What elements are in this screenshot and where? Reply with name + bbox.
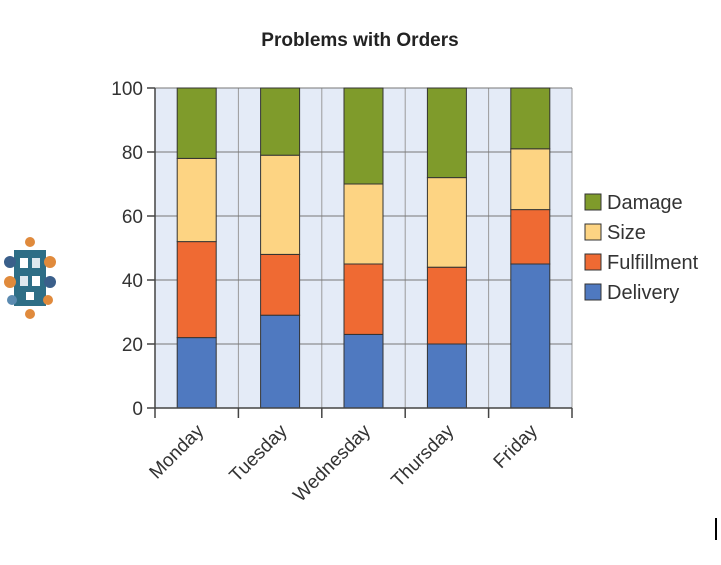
bar-segment-fulfillment-wednesday (343, 263, 384, 335)
y-tick-label: 0 (132, 399, 143, 420)
bar-segment-delivery-wednesday (343, 333, 384, 409)
x-tick-label-friday: Friday (490, 420, 543, 473)
bar-segment-delivery-monday (176, 337, 217, 409)
y-tick-label: 80 (122, 143, 143, 164)
y-tick-label: 100 (111, 79, 143, 100)
bar-segment-delivery-tuesday (260, 314, 301, 409)
bar-segment-fulfillment-monday (176, 241, 217, 339)
x-tick-label-wednesday: Wednesday (289, 420, 375, 506)
bar-segment-size-monday (176, 157, 217, 243)
bar-segment-size-tuesday (260, 154, 301, 255)
bar-segment-size-thursday (426, 177, 467, 268)
bar-segment-damage-monday (176, 87, 217, 159)
bar-segment-damage-thursday (426, 87, 467, 179)
bar-segment-delivery-friday (510, 263, 551, 409)
legend-label-size: Size (607, 222, 646, 244)
plot-area (154, 87, 573, 409)
x-tick-label-tuesday: Tuesday (226, 420, 292, 486)
bar-segment-damage-wednesday (343, 87, 384, 185)
legend-swatch-size (584, 223, 602, 241)
bar-segment-fulfillment-thursday (426, 266, 467, 345)
bar-segment-size-friday (510, 148, 551, 211)
bar-segment-delivery-thursday (426, 343, 467, 409)
legend: Damage Size Fulfillment Delivery (584, 192, 699, 304)
legend-label-fulfillment: Fulfillment (607, 252, 699, 274)
y-tick-label: 60 (122, 207, 143, 228)
legend-label-damage: Damage (607, 192, 683, 214)
chart-title: Problems with Orders (261, 30, 459, 51)
legend-swatch-fulfillment (584, 253, 602, 271)
bar-segment-fulfillment-friday (510, 209, 551, 265)
edge-mark (715, 518, 717, 540)
bar-segment-size-wednesday (343, 183, 384, 265)
y-tick-label: 20 (122, 335, 143, 356)
people-circle-icon (4, 237, 56, 319)
bar-segment-damage-tuesday (260, 87, 301, 156)
legend-swatch-damage (584, 193, 602, 211)
x-tick-label-monday: Monday (146, 420, 209, 483)
legend-swatch-delivery (584, 283, 602, 301)
bar-segment-fulfillment-tuesday (260, 253, 301, 316)
x-tick-label-thursday: Thursday (388, 420, 459, 491)
bar-segment-damage-friday (510, 87, 551, 150)
legend-label-delivery: Delivery (607, 282, 679, 304)
y-tick-label: 40 (122, 271, 143, 292)
